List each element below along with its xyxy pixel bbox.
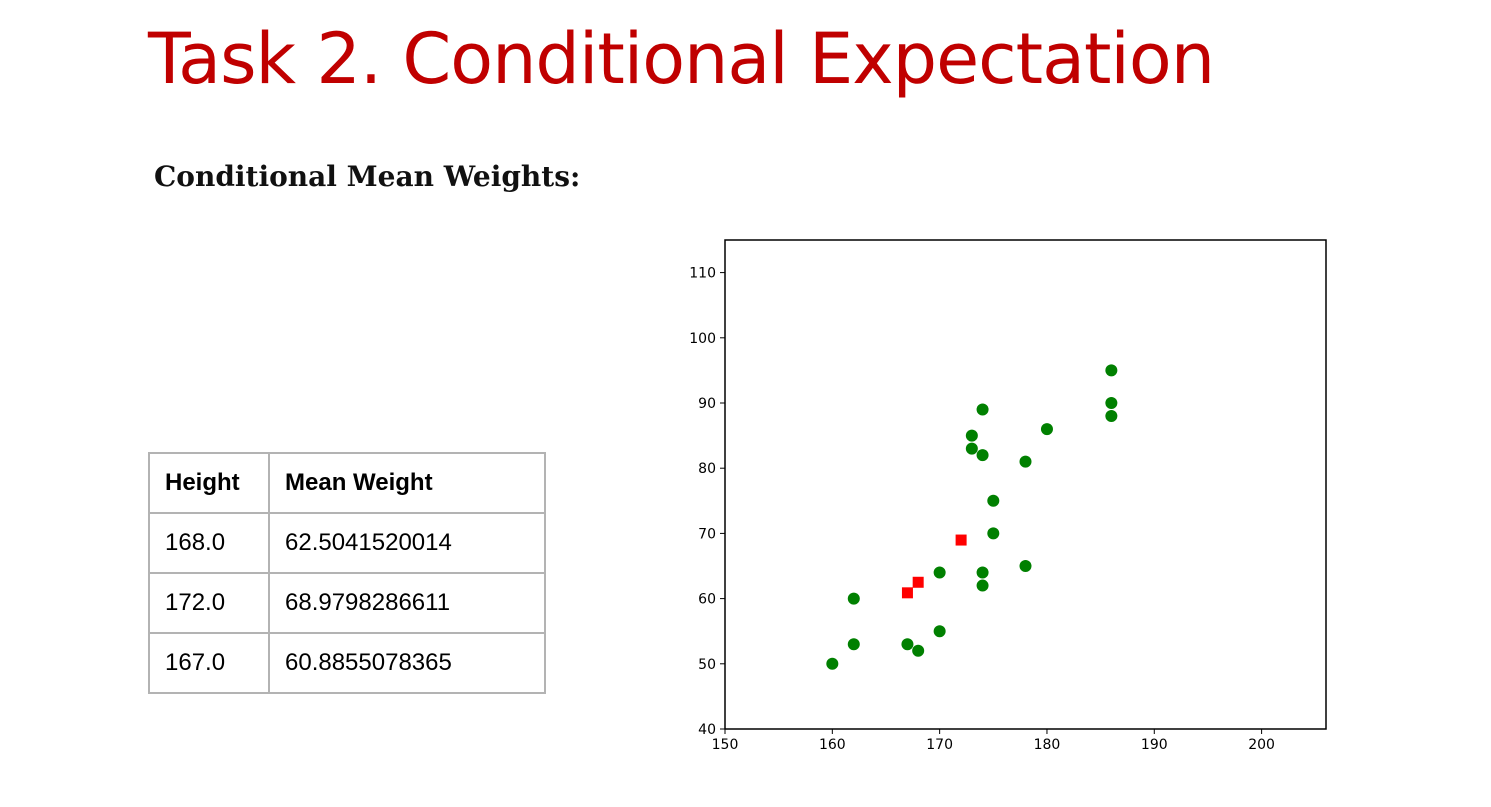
table-row: 167.0 60.8855078365: [148, 632, 546, 694]
data-point: [847, 638, 860, 651]
y-tick-label: 90: [698, 396, 716, 412]
slide-title: Task 2. Conditional Expectation: [148, 18, 1215, 100]
data-point: [826, 657, 839, 670]
x-tick-label: 200: [1248, 737, 1275, 753]
column-header-mean-weight: Mean Weight: [268, 452, 546, 514]
height-cell: 167.0: [148, 632, 270, 694]
mean-weight-cell: 62.5041520014: [268, 512, 546, 574]
section-subtitle: Conditional Mean Weights:: [154, 160, 581, 193]
column-header-height: Height: [148, 452, 270, 514]
x-tick-label: 180: [1034, 737, 1061, 753]
y-tick-label: 110: [689, 266, 716, 282]
chart-axes: 150 160 170 180 190 200 40 50 60 70 80 90 100 110: [689, 266, 1275, 753]
conditional-mean-point: [912, 576, 924, 588]
data-point: [976, 579, 989, 592]
data-point: [1019, 560, 1032, 572]
data-point: [976, 449, 989, 462]
conditional-mean-table: Height Mean Weight 168.0 62.5041520014 1…: [148, 452, 546, 694]
height-cell: 172.0: [148, 572, 270, 634]
y-tick-label: 70: [698, 526, 716, 542]
data-point: [933, 566, 946, 579]
data-point: [987, 527, 1000, 540]
data-point: [965, 442, 978, 455]
y-tick-label: 100: [689, 331, 716, 347]
conditional-mean-point: [901, 587, 913, 599]
mean-weight-cell: 60.8855078365: [268, 632, 546, 694]
data-point: [1105, 397, 1118, 409]
table-header-row: Height Mean Weight: [148, 452, 546, 514]
y-tick-label: 60: [698, 592, 716, 608]
x-tick-label: 190: [1141, 737, 1168, 753]
data-point: [976, 566, 989, 579]
data-point: [1040, 423, 1053, 436]
data-point: [847, 592, 860, 605]
mean-weight-cell: 68.9798286611: [268, 572, 546, 634]
table-row: 172.0 68.9798286611: [148, 572, 546, 634]
data-point: [901, 638, 914, 651]
data-point: [912, 644, 925, 657]
data-point: [965, 429, 978, 442]
y-tick-label: 80: [698, 461, 716, 477]
table-row: 168.0 62.5041520014: [148, 512, 546, 574]
x-tick-label: 160: [819, 737, 846, 753]
height-cell: 168.0: [148, 512, 270, 574]
scatter-chart: 150 160 170 180 190 200 40 50 60 70 80 90 100 110: [689, 239, 1327, 753]
conditional-mean-point: [955, 534, 967, 546]
chart-marks: [826, 364, 1118, 670]
plot-frame: [724, 239, 1327, 730]
data-point: [1105, 364, 1118, 377]
y-tick-label: 50: [698, 657, 716, 673]
x-tick-label: 170: [926, 737, 953, 753]
x-tick-label: 150: [712, 737, 739, 753]
data-point: [1019, 455, 1032, 468]
data-point: [987, 494, 1000, 507]
data-point: [933, 625, 946, 638]
data-point: [1105, 410, 1118, 423]
y-tick-label: 40: [698, 722, 716, 738]
data-point: [976, 403, 989, 416]
